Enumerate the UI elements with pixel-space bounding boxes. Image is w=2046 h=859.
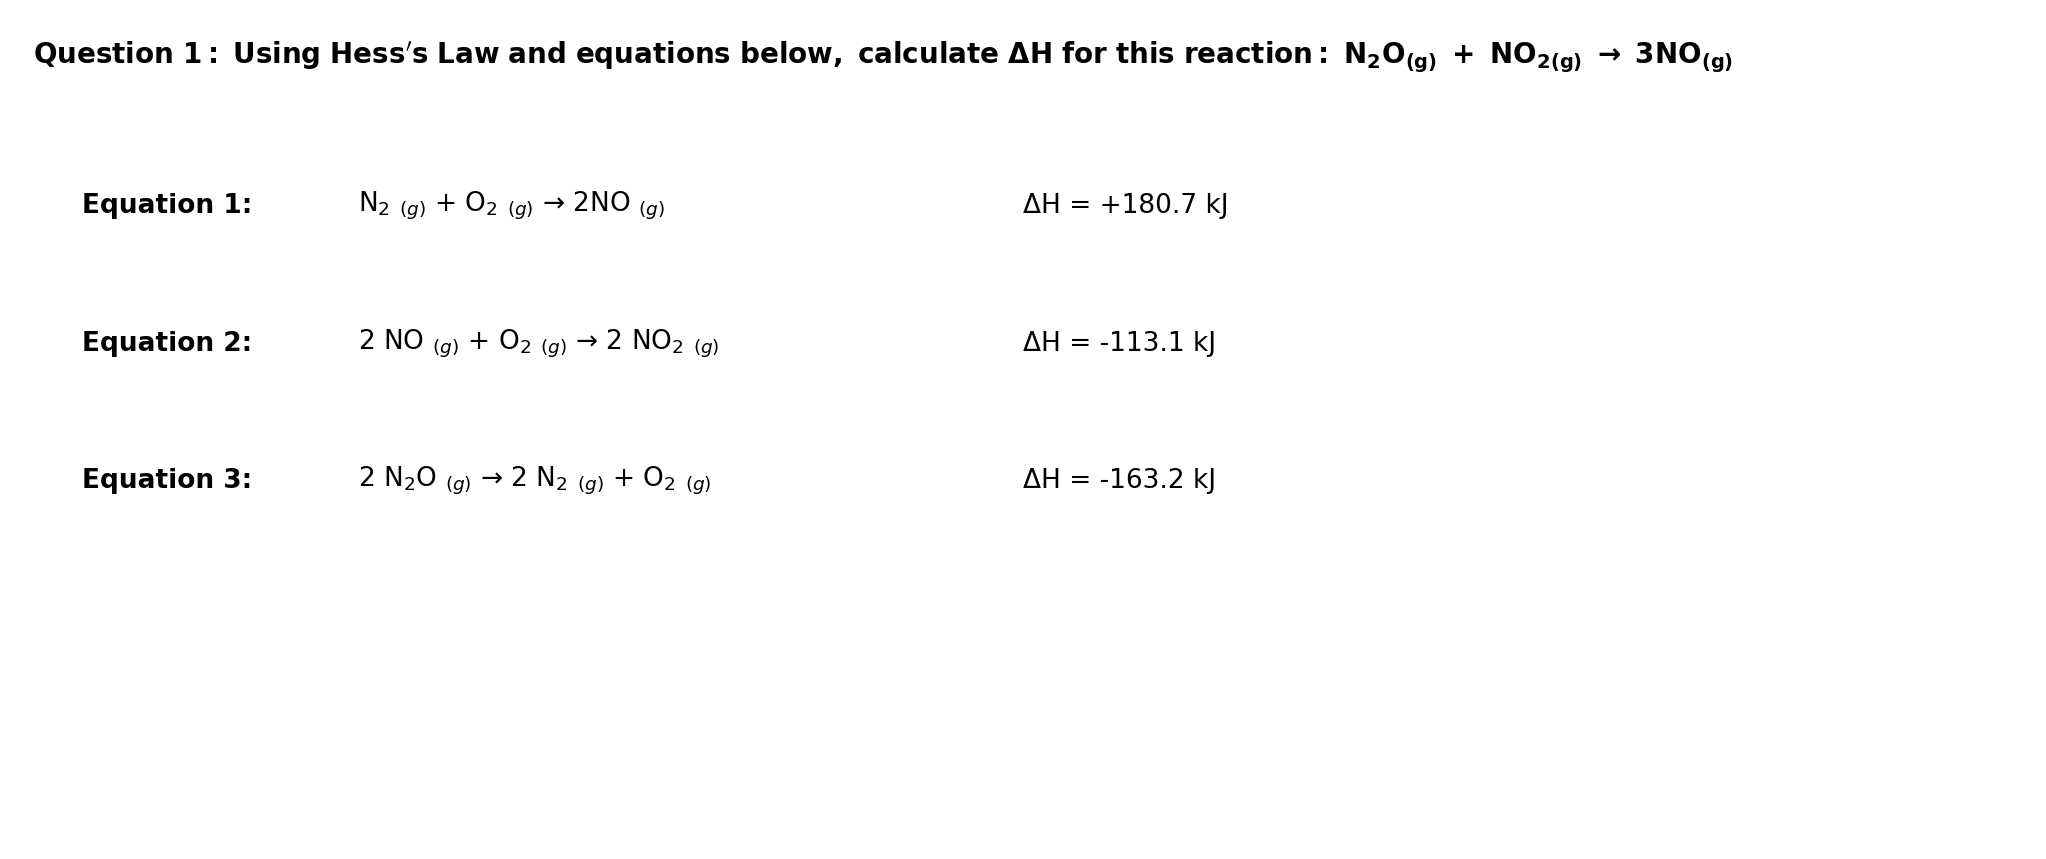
Text: N$_2$ $_{(g)}$ + O$_2$ $_{(g)}$ → 2NO $_{(g)}$: N$_2$ $_{(g)}$ + O$_2$ $_{(g)}$ → 2NO $_… bbox=[358, 190, 665, 222]
Text: ΔH = -163.2 kJ: ΔH = -163.2 kJ bbox=[1023, 468, 1215, 494]
Text: Equation 3:: Equation 3: bbox=[82, 468, 252, 494]
Text: ΔH = +180.7 kJ: ΔH = +180.7 kJ bbox=[1023, 193, 1230, 219]
Text: $\mathbf{Question\ 1:\ Using\ Hess's\ Law\ and\ equations\ below,\ calculate\ }$: $\mathbf{Question\ 1:\ Using\ Hess's\ La… bbox=[33, 39, 1733, 74]
Text: 2 N$_2$O $_{(g)}$ → 2 N$_2$ $_{(g)}$ + O$_2$ $_{(g)}$: 2 N$_2$O $_{(g)}$ → 2 N$_2$ $_{(g)}$ + O… bbox=[358, 465, 712, 497]
Text: 2 NO $_{(g)}$ + O$_2$ $_{(g)}$ → 2 NO$_2$ $_{(g)}$: 2 NO $_{(g)}$ + O$_2$ $_{(g)}$ → 2 NO$_2… bbox=[358, 327, 720, 360]
Text: ΔH = -113.1 kJ: ΔH = -113.1 kJ bbox=[1023, 331, 1215, 356]
Text: Equation 2:: Equation 2: bbox=[82, 331, 252, 356]
Text: Equation 1:: Equation 1: bbox=[82, 193, 252, 219]
